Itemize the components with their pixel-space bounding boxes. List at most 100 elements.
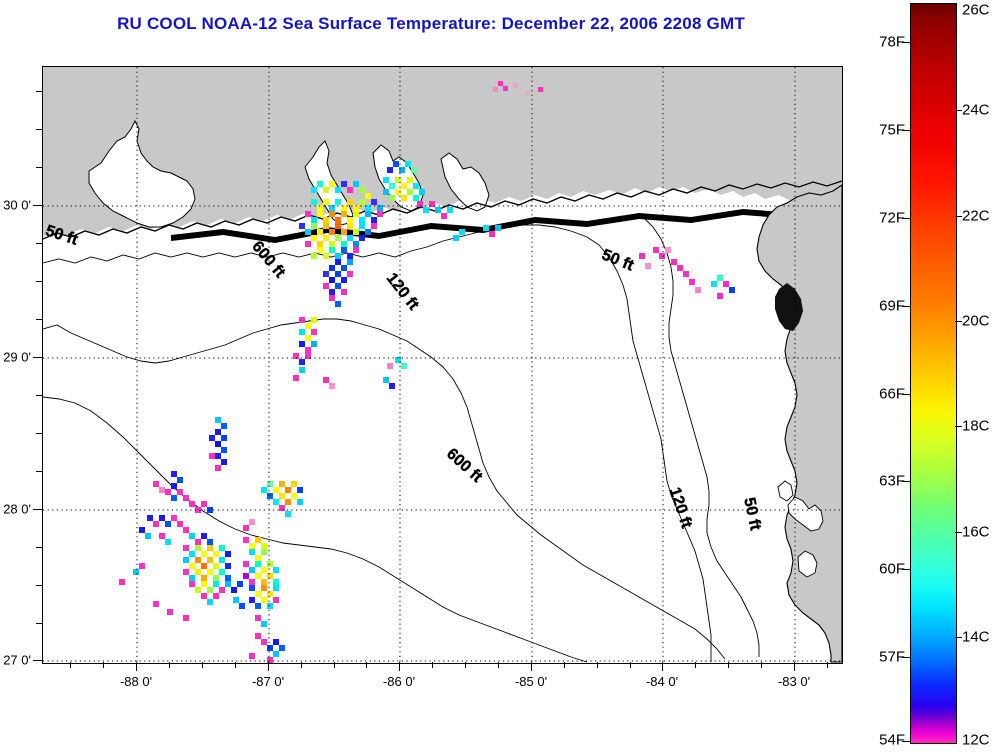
x-major-tick bbox=[794, 662, 795, 671]
x-minor-tick bbox=[827, 662, 828, 668]
colorbar-label-c: 12C bbox=[962, 731, 990, 749]
x-minor-tick bbox=[169, 662, 170, 668]
y-major-tick bbox=[33, 205, 42, 206]
y-major-tick bbox=[33, 660, 42, 661]
coast-dark-pixels bbox=[775, 283, 803, 331]
x-tick-label: -88 0' bbox=[119, 674, 153, 689]
sst-cluster-desoto-filament bbox=[293, 317, 407, 389]
x-minor-tick bbox=[761, 662, 762, 668]
colorbar-tick-left bbox=[902, 42, 910, 43]
colorbar-tick-right bbox=[955, 321, 962, 322]
colorbar-label-c: 26C bbox=[962, 1, 990, 19]
y-minor-tick bbox=[36, 547, 42, 548]
contour-120ft-wfs bbox=[598, 244, 712, 662]
y-major-tick bbox=[33, 509, 42, 510]
colorbar-label-c: 16C bbox=[962, 523, 990, 541]
colorbar-tick-right bbox=[955, 216, 962, 217]
colorbar-tick-right bbox=[955, 637, 962, 638]
y-tick-label: 29 0' bbox=[3, 349, 31, 365]
colorbar-tick-right bbox=[955, 110, 962, 111]
x-minor-tick bbox=[202, 662, 203, 668]
y-major-tick bbox=[33, 357, 42, 358]
water-big-bend-marsh bbox=[777, 480, 794, 502]
x-tick-label: -86 0' bbox=[382, 674, 416, 689]
y-minor-tick bbox=[36, 91, 42, 92]
x-major-tick bbox=[531, 662, 532, 671]
water-inlet-lake-pontchartrain bbox=[88, 119, 196, 228]
y-minor-tick bbox=[36, 129, 42, 130]
y-minor-tick bbox=[36, 585, 42, 586]
land-florida-peninsula bbox=[756, 184, 842, 663]
sst-data-layer bbox=[119, 81, 735, 663]
x-major-tick bbox=[662, 662, 663, 671]
colorbar-label-c: 24C bbox=[962, 101, 990, 119]
x-minor-tick bbox=[630, 662, 631, 668]
x-tick-label: -87 0' bbox=[251, 674, 285, 689]
barrier-islands bbox=[171, 207, 842, 243]
colorbar-label-c: 22C bbox=[962, 207, 990, 225]
colorbar-tick-left bbox=[902, 481, 910, 482]
sst-cluster-southern-tail bbox=[249, 633, 285, 663]
colorbar bbox=[910, 3, 957, 744]
colorbar-label-f: 66F bbox=[879, 385, 905, 403]
colorbar-label-f: 57F bbox=[879, 648, 905, 666]
colorbar-label-c: 20C bbox=[962, 312, 990, 330]
x-minor-tick bbox=[432, 662, 433, 668]
x-minor-tick bbox=[728, 662, 729, 668]
land-northern-gulf bbox=[43, 67, 842, 237]
y-tick-label: 27 0' bbox=[3, 652, 31, 668]
contour-600ft-main bbox=[43, 396, 588, 663]
colorbar-label-f: 72F bbox=[879, 209, 905, 227]
colorbar-tick-left bbox=[902, 218, 910, 219]
y-minor-tick bbox=[36, 433, 42, 434]
y-minor-tick bbox=[36, 281, 42, 282]
x-minor-tick bbox=[498, 662, 499, 668]
colorbar-label-c: 14C bbox=[962, 628, 990, 646]
sst-cluster-top-cloudedge bbox=[493, 81, 543, 96]
colorbar-tick-left bbox=[902, 306, 910, 307]
colorbar-tick-left bbox=[902, 657, 910, 658]
basemap-layer bbox=[43, 67, 842, 663]
x-minor-tick bbox=[366, 662, 367, 668]
contour-120ft-main bbox=[43, 318, 726, 660]
grid-layer bbox=[43, 67, 842, 663]
y-tick-label: 30 0' bbox=[3, 197, 31, 213]
x-minor-tick bbox=[70, 662, 71, 668]
x-minor-tick bbox=[465, 662, 466, 668]
colorbar-label-c: 18C bbox=[962, 417, 990, 435]
colorbar-tick-left bbox=[902, 569, 910, 570]
colorbar-label-f: 75F bbox=[879, 121, 905, 139]
colorbar-label-f: 54F bbox=[879, 731, 905, 749]
x-tick-label: -84 0' bbox=[645, 674, 679, 689]
colorbar-tick-right bbox=[955, 426, 962, 427]
sst-cluster-nearshore-east bbox=[383, 161, 453, 219]
colorbar-tick-left bbox=[902, 130, 910, 131]
y-minor-tick bbox=[36, 319, 42, 320]
colorbar-label-f: 60F bbox=[879, 560, 905, 578]
x-tick-label: -85 0' bbox=[514, 674, 548, 689]
x-major-tick bbox=[136, 662, 137, 671]
water-charlotte-harbor bbox=[797, 550, 818, 578]
sst-map-plot: 50 ft 600 ft 120 ft 50 ft 600 ft 120 ft … bbox=[42, 66, 843, 664]
x-minor-tick bbox=[103, 662, 104, 668]
sst-cluster-southwest-b bbox=[119, 471, 245, 621]
x-minor-tick bbox=[235, 662, 236, 668]
sst-cluster-southwest-a bbox=[209, 417, 227, 471]
colorbar-tick-left bbox=[902, 741, 910, 742]
colorbar-tick-left bbox=[902, 394, 910, 395]
sst-cluster-westfl-shelf bbox=[453, 225, 735, 299]
contour-50ft-wfs bbox=[642, 216, 760, 657]
y-minor-tick bbox=[36, 243, 42, 244]
x-major-tick bbox=[399, 662, 400, 671]
x-major-tick bbox=[268, 662, 269, 671]
page-title: RU COOL NOAA-12 Sea Surface Temperature:… bbox=[117, 14, 745, 33]
x-minor-tick bbox=[564, 662, 565, 668]
x-minor-tick bbox=[334, 662, 335, 668]
colorbar-label-f: 69F bbox=[879, 297, 905, 315]
x-minor-tick bbox=[301, 662, 302, 668]
y-minor-tick bbox=[36, 471, 42, 472]
coastline-northern-gulf bbox=[43, 180, 842, 240]
colorbar-label-f: 78F bbox=[879, 33, 905, 51]
water-inlet-choctawhatchee bbox=[440, 152, 490, 212]
y-minor-tick bbox=[36, 395, 42, 396]
